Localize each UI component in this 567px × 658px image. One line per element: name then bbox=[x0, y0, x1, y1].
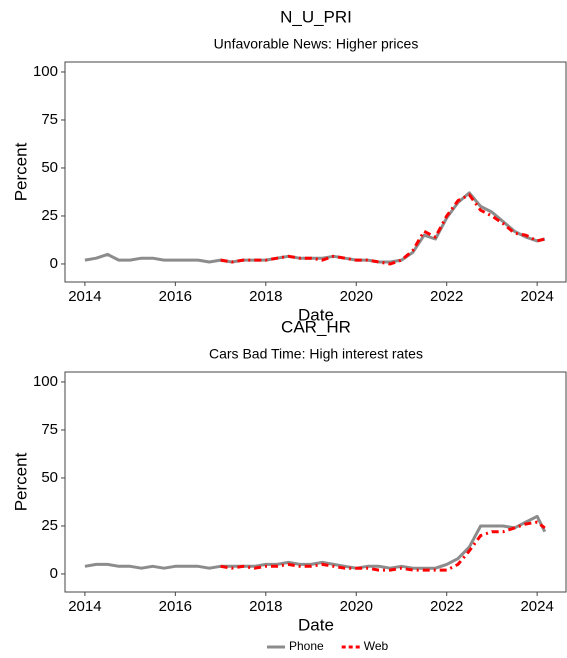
series-line bbox=[84, 514, 547, 570]
y-axis-title: Percent bbox=[11, 142, 30, 201]
y-tick-label: 50 bbox=[41, 159, 58, 176]
x-tick-label: 2024 bbox=[520, 288, 553, 305]
plot-border bbox=[64, 61, 567, 283]
x-axis-title: Date bbox=[298, 615, 334, 634]
y-tick-label: 50 bbox=[41, 469, 58, 486]
plot-border bbox=[64, 371, 567, 593]
y-tick-label: 0 bbox=[50, 255, 58, 272]
y-tick-label: 25 bbox=[41, 207, 58, 224]
series-line bbox=[220, 520, 546, 572]
chart-subtitle: Unfavorable News: Higher prices bbox=[214, 36, 419, 52]
x-tick-label: 2024 bbox=[520, 598, 553, 615]
chart-title: N_U_PRI bbox=[280, 7, 352, 26]
y-tick-label: 75 bbox=[41, 111, 58, 128]
chart-title: CAR_HR bbox=[281, 317, 351, 336]
series-line bbox=[220, 193, 546, 266]
y-tick-label: 100 bbox=[33, 373, 58, 390]
y-tick-label: 25 bbox=[41, 517, 58, 534]
x-tick-label: 2014 bbox=[68, 598, 101, 615]
x-tick-label: 2018 bbox=[249, 288, 282, 305]
x-tick-label: 2016 bbox=[159, 288, 192, 305]
y-axis-title: Percent bbox=[11, 452, 30, 511]
x-tick-label: 2018 bbox=[249, 598, 282, 615]
x-tick-label: 2016 bbox=[159, 598, 192, 615]
y-tick-label: 0 bbox=[50, 565, 58, 582]
x-tick-label: 2020 bbox=[340, 288, 373, 305]
y-tick-label: 100 bbox=[33, 63, 58, 80]
x-tick-label: 2014 bbox=[68, 288, 101, 305]
y-tick-label: 75 bbox=[41, 421, 58, 438]
legend-label: Phone bbox=[289, 639, 324, 653]
x-tick-label: 2020 bbox=[340, 598, 373, 615]
x-axis-title: Date bbox=[298, 305, 334, 324]
legend-label: Web bbox=[364, 639, 389, 653]
chart-subtitle: Cars Bad Time: High interest rates bbox=[209, 346, 423, 362]
x-tick-label: 2022 bbox=[430, 598, 463, 615]
x-tick-label: 2022 bbox=[430, 288, 463, 305]
